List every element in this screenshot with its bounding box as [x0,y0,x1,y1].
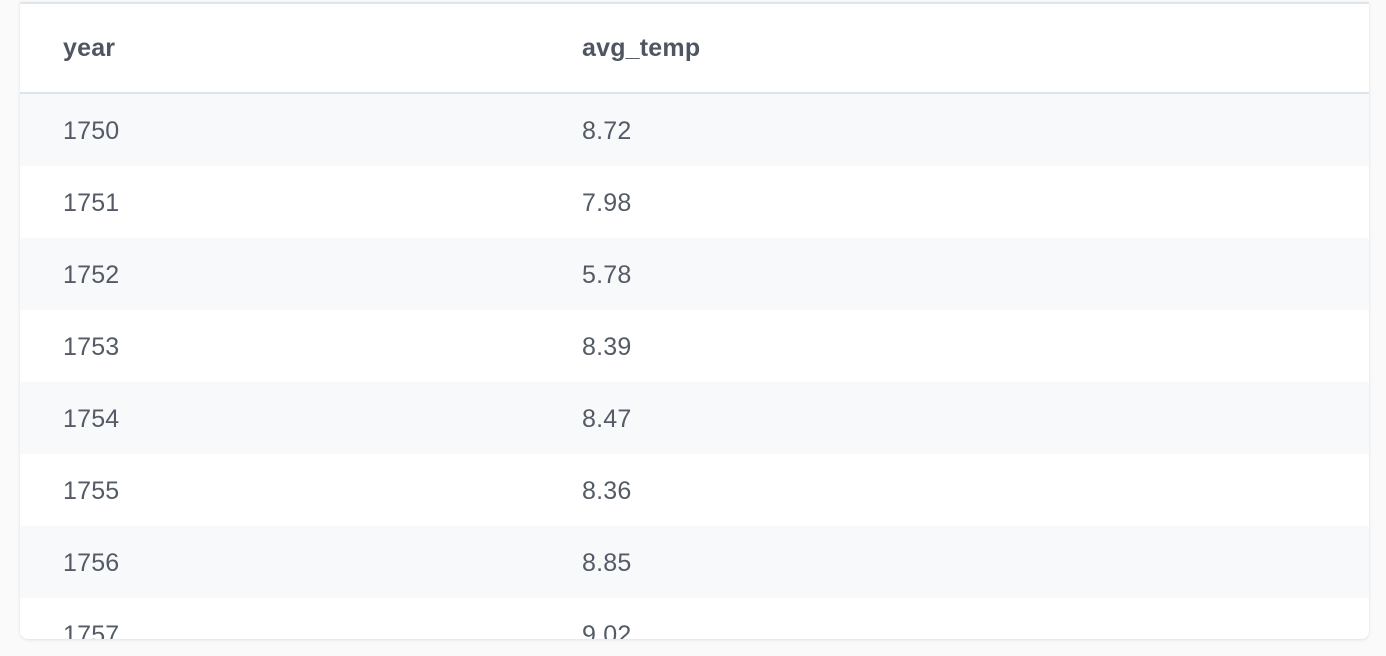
table-row: 1751 7.98 [20,166,1369,238]
cell-year: 1751 [63,188,120,217]
cell-year: 1753 [63,332,120,361]
cell-year: 1754 [63,404,120,433]
column-header-year[interactable]: year [63,33,116,62]
table-row: 1754 8.47 [20,382,1369,454]
table-row: 1755 8.36 [20,454,1369,526]
table-row: 1752 5.78 [20,238,1369,310]
cell-avg-temp: 8.85 [582,548,632,577]
table-header-row: year avg_temp [20,4,1369,94]
cell-avg-temp: 8.36 [582,476,632,505]
cell-avg-temp: 5.78 [582,260,632,289]
data-table: year avg_temp 1750 8.72 1751 7.98 1752 5… [20,2,1369,639]
cell-year: 1750 [63,116,120,145]
cell-avg-temp: 8.39 [582,332,632,361]
cell-year: 1755 [63,476,120,505]
cell-avg-temp: 9.02 [582,620,632,640]
cell-year: 1757 [63,620,120,640]
cell-avg-temp: 7.98 [582,188,632,217]
table-body: 1750 8.72 1751 7.98 1752 5.78 1753 8.39 … [20,94,1369,639]
cell-avg-temp: 8.47 [582,404,632,433]
cell-year: 1752 [63,260,120,289]
table-row: 1750 8.72 [20,94,1369,166]
column-header-avg-temp[interactable]: avg_temp [582,33,701,62]
table-row: 1756 8.85 [20,526,1369,598]
cell-avg-temp: 8.72 [582,116,632,145]
table-row: 1753 8.39 [20,310,1369,382]
cell-year: 1756 [63,548,120,577]
table-row: 1757 9.02 [20,598,1369,639]
